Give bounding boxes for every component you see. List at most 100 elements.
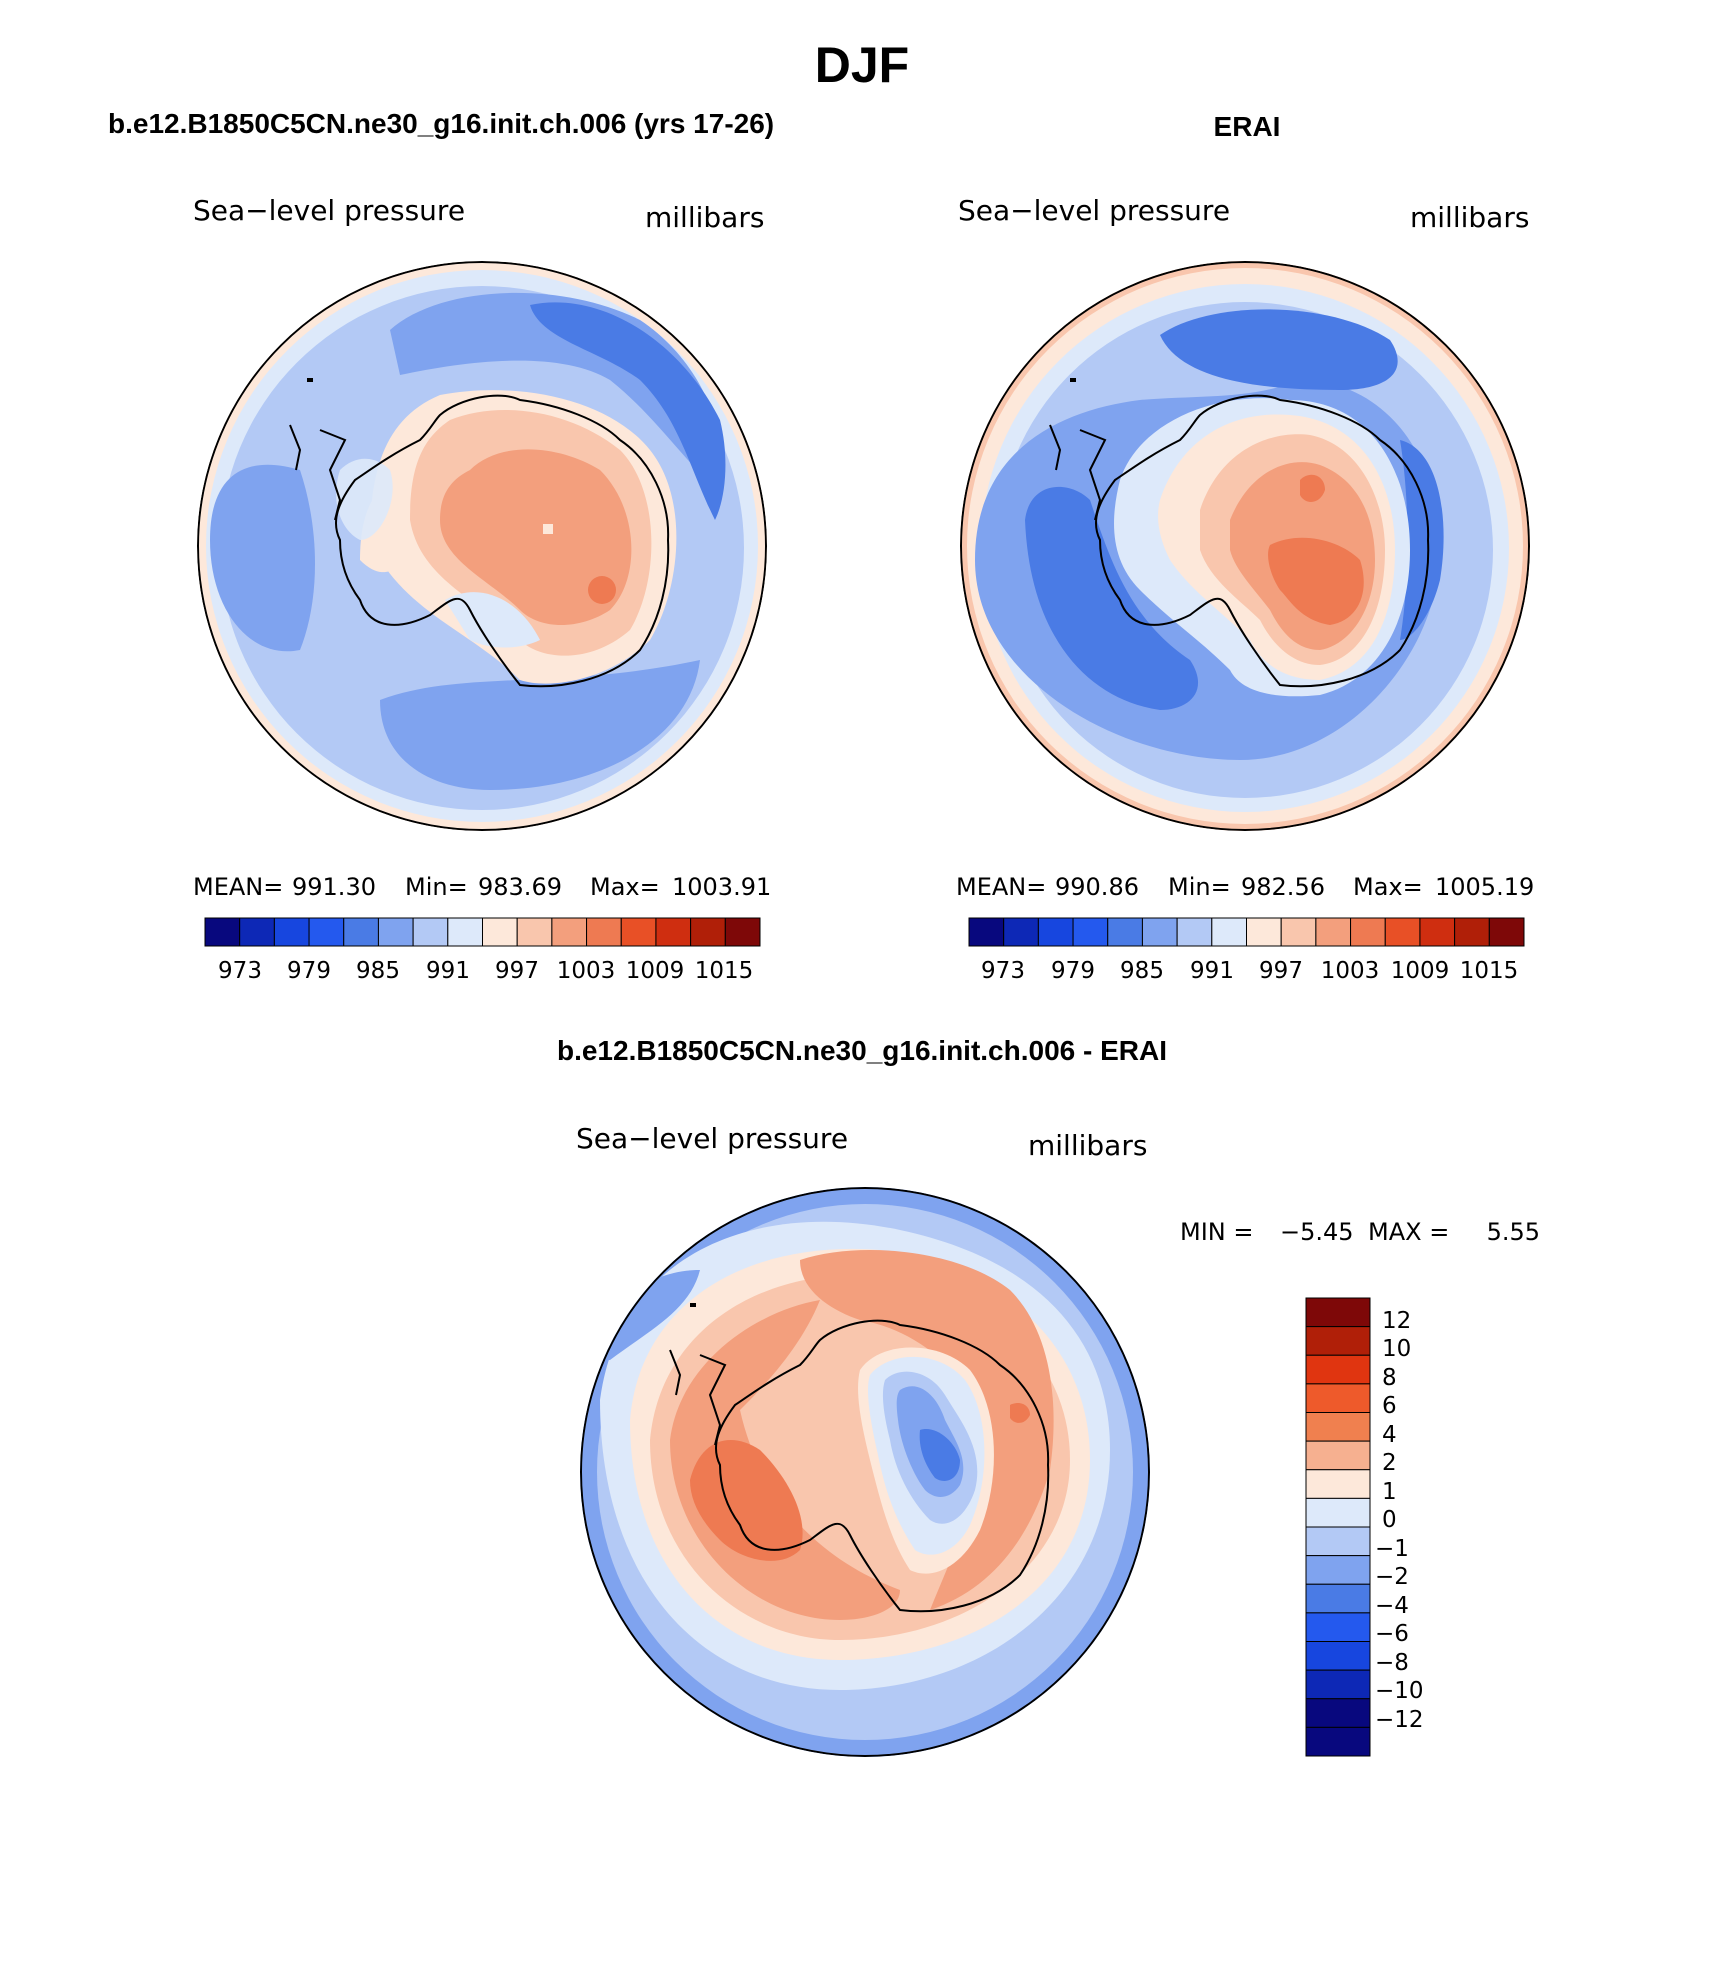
panel-erai-colorbar-ticks: 973 979 985 991 997 1003 1009 1015 xyxy=(981,958,1518,984)
colorbar-swatch xyxy=(516,917,553,947)
colorbar-swatch xyxy=(1280,917,1317,947)
colorbar-swatch xyxy=(655,917,692,947)
colorbar-tick-label: 2 xyxy=(1382,1450,1397,1476)
colorbar-tick-label: 6 xyxy=(1382,1393,1397,1419)
colorbar-swatch xyxy=(447,917,483,947)
colorbar-swatch xyxy=(1454,917,1490,947)
colorbar-tick-label: −10 xyxy=(1375,1678,1424,1704)
panel-difference: b.e12.B1850C5CN.ne30_g16.init.ch.006 - E… xyxy=(557,1035,1540,1757)
colorbar-tick-label: 1003 xyxy=(557,958,616,984)
panel-erai-max-label: Max= xyxy=(1353,873,1423,901)
panel-erai-max-value: 1005.19 xyxy=(1435,873,1534,901)
colorbar-swatch xyxy=(343,917,379,947)
panel-model-units: millibars xyxy=(645,201,764,234)
colorbar-swatch xyxy=(1305,1297,1371,1328)
colorbar-tick-label: 1003 xyxy=(1321,958,1380,984)
colorbar-swatch xyxy=(1037,917,1074,947)
colorbar-tick-label: 991 xyxy=(1190,958,1234,984)
colorbar-swatch xyxy=(620,917,657,947)
colorbar-swatch xyxy=(690,917,726,947)
panel-model-min-label: Min= xyxy=(405,873,468,901)
panel-erai-mean-label: MEAN= xyxy=(956,873,1046,901)
colorbar-tick-label: 1015 xyxy=(1460,958,1519,984)
colorbar-swatch xyxy=(1305,1698,1371,1728)
panel-model-colorbar-ticks: 973 979 985 991 997 1003 1009 1015 xyxy=(218,958,753,984)
colorbar-swatch xyxy=(1211,917,1247,947)
colorbar-swatch xyxy=(1003,917,1039,947)
panel-erai: ERAI Sea−level pressure millibars ME xyxy=(956,111,1534,984)
colorbar-swatch xyxy=(1350,917,1386,947)
colorbar-swatch xyxy=(1176,917,1213,947)
panel-difference-max-label: MAX = xyxy=(1368,1218,1449,1246)
panel-erai-min-value: 982.56 xyxy=(1241,873,1325,901)
panel-model-stats: MEAN= 991.30 Min= 983.69 Max= 1003.91 xyxy=(193,873,771,901)
colorbar-swatch xyxy=(1107,917,1143,947)
colorbar-tick-label: 985 xyxy=(1120,958,1164,984)
colorbar-tick-label: −12 xyxy=(1375,1707,1424,1733)
colorbar-tick-label: 997 xyxy=(1259,958,1303,984)
colorbar-swatch xyxy=(1305,1669,1371,1700)
colorbar-swatch xyxy=(1305,1354,1371,1385)
colorbar-swatch xyxy=(482,917,518,947)
colorbar-swatch xyxy=(204,917,241,947)
colorbar-swatch xyxy=(586,917,622,947)
colorbar-swatch xyxy=(1246,917,1282,947)
panel-difference-colorbar-ticks: 12 10 8 6 4 2 1 0 −1 −2 −4 −6 −8 −10 −12 xyxy=(1375,1308,1424,1733)
panel-erai-title: ERAI xyxy=(1214,111,1281,142)
panel-difference-colorbar xyxy=(1305,1297,1371,1757)
panel-erai-min-label: Min= xyxy=(1168,873,1231,901)
colorbar-swatch xyxy=(1315,917,1352,947)
panel-difference-min-value: −5.45 xyxy=(1280,1218,1354,1246)
colorbar-tick-label: −2 xyxy=(1375,1564,1409,1590)
colorbar-swatch xyxy=(1488,917,1525,947)
colorbar-swatch xyxy=(273,917,310,947)
colorbar-tick-label: 979 xyxy=(1051,958,1095,984)
colorbar-swatch xyxy=(1305,1440,1371,1471)
colorbar-tick-label: 979 xyxy=(287,958,331,984)
colorbar-swatch xyxy=(1072,917,1109,947)
colorbar-swatch xyxy=(1305,1412,1371,1442)
panel-difference-units: millibars xyxy=(1028,1129,1147,1162)
colorbar-swatch xyxy=(551,917,588,947)
panel-difference-min-label: MIN = xyxy=(1180,1218,1253,1246)
colorbar-swatch xyxy=(1305,1326,1371,1356)
panel-model-max-value: 1003.91 xyxy=(672,873,771,901)
panel-erai-colorbar xyxy=(968,917,1525,947)
panel-difference-left-label: Sea−level pressure xyxy=(576,1122,848,1155)
panel-model-mean-label: MEAN= xyxy=(193,873,283,901)
panel-model-title: b.e12.B1850C5CN.ne30_g16.init.ch.006 (yr… xyxy=(108,108,774,139)
colorbar-tick-label: −1 xyxy=(1375,1536,1409,1562)
colorbar-swatch xyxy=(724,917,761,947)
colorbar-swatch xyxy=(1305,1526,1371,1557)
colorbar-swatch xyxy=(1384,917,1421,947)
colorbar-tick-label: 997 xyxy=(495,958,539,984)
colorbar-swatch xyxy=(377,917,414,947)
colorbar-tick-label: −8 xyxy=(1375,1650,1409,1676)
colorbar-tick-label: −4 xyxy=(1375,1593,1409,1619)
colorbar-tick-label: −6 xyxy=(1375,1621,1409,1647)
colorbar-tick-label: 985 xyxy=(356,958,400,984)
colorbar-swatch xyxy=(1305,1726,1371,1757)
panel-model-left-label: Sea−level pressure xyxy=(193,194,465,227)
colorbar-swatch xyxy=(1141,917,1178,947)
panel-difference-map xyxy=(580,1187,1150,1757)
colorbar-swatch xyxy=(412,917,449,947)
panel-model-mean-value: 991.30 xyxy=(292,873,376,901)
colorbar-tick-label: 0 xyxy=(1382,1507,1397,1533)
colorbar-swatch xyxy=(1419,917,1456,947)
colorbar-swatch xyxy=(1305,1497,1371,1528)
panel-erai-stats: MEAN= 990.86 Min= 982.56 Max= 1005.19 xyxy=(956,873,1534,901)
panel-difference-stats: MIN = −5.45 MAX = 5.55 xyxy=(1180,1218,1540,1246)
colorbar-tick-label: 973 xyxy=(981,958,1025,984)
colorbar-swatch xyxy=(308,917,345,947)
colorbar-swatch xyxy=(1305,1383,1371,1413)
colorbar-swatch xyxy=(968,917,1005,947)
colorbar-tick-label: 4 xyxy=(1382,1422,1397,1448)
panel-model-min-value: 983.69 xyxy=(478,873,562,901)
colorbar-tick-label: 8 xyxy=(1382,1365,1397,1391)
colorbar-tick-label: 1015 xyxy=(695,958,754,984)
colorbar-swatch xyxy=(1305,1469,1371,1499)
colorbar-tick-label: 991 xyxy=(426,958,470,984)
panel-model-map xyxy=(197,261,767,831)
colorbar-tick-label: 973 xyxy=(218,958,262,984)
